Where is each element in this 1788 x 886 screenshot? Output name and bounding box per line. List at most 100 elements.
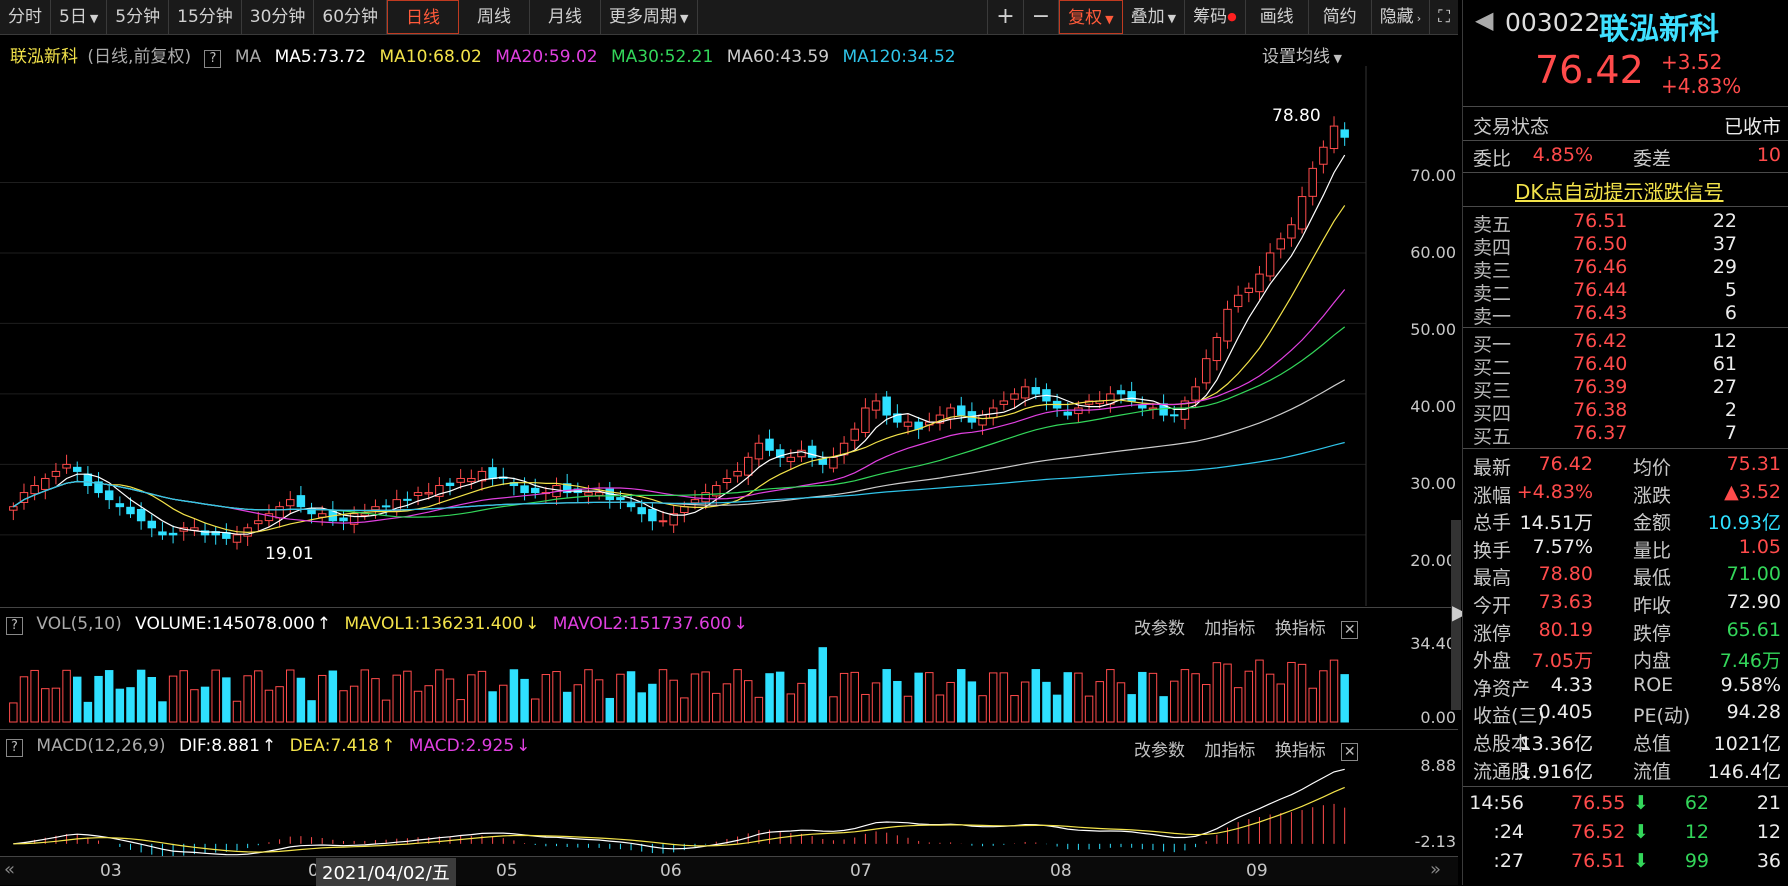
volume-bar — [1287, 661, 1296, 723]
close-icon[interactable]: ✕ — [1341, 743, 1359, 761]
volume-bar — [1127, 694, 1136, 723]
macd-chart[interactable] — [0, 762, 1360, 872]
tab-daily[interactable]: 日线 — [387, 0, 460, 34]
vol-add-indicator-button[interactable]: 加指标 — [1204, 619, 1256, 639]
stat-value: 4.33 — [1550, 673, 1593, 696]
volume-bar — [190, 689, 199, 723]
tab-monthly[interactable]: 月线 — [530, 0, 602, 34]
candle-body — [1010, 393, 1019, 400]
tick-volume: 62 — [1684, 792, 1709, 814]
close-icon[interactable]: ✕ — [1341, 621, 1359, 639]
prev-stock-icon[interactable]: ◀ — [1475, 6, 1494, 34]
stat-row: 涨停 80.19 跌停 65.61 — [1463, 619, 1788, 645]
macd-add-indicator-button[interactable]: 加指标 — [1204, 741, 1256, 761]
buy-level: 买四 76.38 2 — [1473, 399, 1737, 425]
volume-bar — [200, 686, 210, 723]
ytick: 40.00 — [1410, 397, 1456, 416]
candle-body — [999, 400, 1009, 405]
stat-row: 涨幅 +4.83% 涨跌 ▲3.52 — [1463, 481, 1788, 507]
candle-body — [467, 477, 476, 483]
volume-bar — [499, 684, 508, 723]
volume-bar — [477, 670, 487, 723]
stat-value: 71.00 — [1726, 563, 1781, 586]
sell-level: 卖三 76.46 29 — [1473, 256, 1737, 282]
tab-fenshi[interactable]: 分时 — [0, 0, 51, 34]
tab-5min[interactable]: 5分钟 — [107, 0, 170, 34]
candle-body — [882, 396, 891, 416]
down-arrow-icon: ⬇ — [1633, 850, 1649, 872]
volume-bar — [925, 672, 934, 723]
candle-body — [51, 470, 61, 477]
candle-body — [445, 482, 455, 487]
volume-bar — [286, 669, 295, 723]
overlay-button[interactable]: 叠加 ▼ — [1123, 0, 1186, 34]
candle-body — [286, 499, 295, 507]
vol-switch-indicator-button[interactable]: 换指标 — [1274, 619, 1326, 639]
vol-edit-params-button[interactable]: 改参数 — [1134, 619, 1185, 639]
kline-chart[interactable] — [0, 66, 1458, 636]
tab-30min[interactable]: 30分钟 — [242, 0, 315, 34]
volume-bar — [445, 678, 455, 723]
volume-chart[interactable] — [0, 636, 1360, 728]
macd-switch-indicator-button[interactable]: 换指标 — [1274, 741, 1326, 761]
ma-settings-button[interactable]: 设置均线 ▼ — [1262, 47, 1342, 67]
dif-value: DIF:8.881 — [178, 736, 260, 756]
stat-value: 1.916亿 — [1519, 760, 1593, 783]
volume-bar — [861, 693, 870, 723]
ytick: 50.00 — [1410, 320, 1456, 339]
simple-mode-button[interactable]: 简约 — [1309, 0, 1372, 34]
tick-price: 76.51 — [1571, 850, 1626, 872]
candle-body — [424, 492, 433, 495]
volume-bar — [147, 677, 157, 723]
dk-signal-link[interactable]: DK点自动提示涨跌信号 — [1515, 180, 1724, 204]
ytick: 20.00 — [1410, 551, 1456, 570]
stat-label: 收益(三) — [1473, 705, 1545, 728]
tab-5day[interactable]: 5日 ▼ — [51, 0, 108, 34]
volume-bar — [978, 695, 987, 723]
zoom-in-button[interactable]: + — [987, 0, 1024, 34]
draw-line-button[interactable]: 画线 — [1246, 0, 1309, 34]
fuquan-button[interactable]: 复权 ▼ — [1059, 0, 1123, 34]
help-icon[interactable]: ? — [204, 50, 222, 68]
stat-value: 1.05 — [1738, 535, 1781, 558]
volume-bar — [62, 669, 71, 723]
hide-button[interactable]: 隐藏 › — [1372, 0, 1431, 34]
scroll-right-icon[interactable]: » — [1430, 859, 1442, 880]
buy-level: 买二 76.40 61 — [1473, 353, 1737, 379]
volume-bar — [818, 647, 828, 723]
tab-more-periods[interactable]: 更多周期 ▼ — [601, 0, 698, 34]
tab-weekly[interactable]: 周线 — [459, 0, 531, 34]
chips-button[interactable]: 筹码● — [1185, 0, 1246, 34]
tick-price: 76.55 — [1571, 792, 1626, 814]
volume-bar — [1031, 669, 1041, 723]
macd-edit-params-button[interactable]: 改参数 — [1134, 741, 1185, 761]
stat-label: 涨幅 — [1473, 484, 1512, 507]
volume-bar — [1063, 672, 1072, 723]
stat-value: 94.28 — [1726, 701, 1781, 724]
vol-legend: ? VOL(5,10) VOLUME:145078.000 ↑ MAVOL1:13… — [6, 614, 756, 635]
stat-row: 最高 78.80 最低 71.00 — [1463, 563, 1788, 589]
stat-value: 76.42 — [1538, 453, 1593, 475]
candle-body — [754, 442, 764, 460]
help-icon[interactable]: ? — [6, 739, 23, 757]
panel-collapse-handle[interactable] — [1451, 520, 1461, 710]
macd-ytick: 8.88 — [1420, 756, 1456, 775]
down-arrow-icon: ⬇ — [1633, 821, 1649, 843]
zoom-out-button[interactable]: − — [1024, 0, 1060, 34]
volume-bar — [530, 698, 540, 723]
help-icon[interactable]: ? — [6, 617, 23, 635]
volume-bar — [1020, 681, 1030, 723]
candle-body — [1127, 391, 1136, 402]
vol-ytick: 0.00 — [1420, 708, 1456, 727]
candle-body — [1276, 238, 1285, 250]
volume-bar — [829, 696, 838, 723]
stock-code: 003022 — [1505, 8, 1601, 37]
fullscreen-icon[interactable]: ⛶ — [1438, 7, 1450, 27]
volume-bar — [722, 683, 732, 723]
volume-bar — [413, 690, 423, 723]
tab-60min[interactable]: 60分钟 — [314, 0, 388, 34]
tick-time: 14:56 — [1469, 792, 1524, 814]
dif-line — [13, 768, 1345, 856]
tab-15min[interactable]: 15分钟 — [169, 0, 242, 34]
scroll-left-icon[interactable]: « — [4, 859, 16, 880]
